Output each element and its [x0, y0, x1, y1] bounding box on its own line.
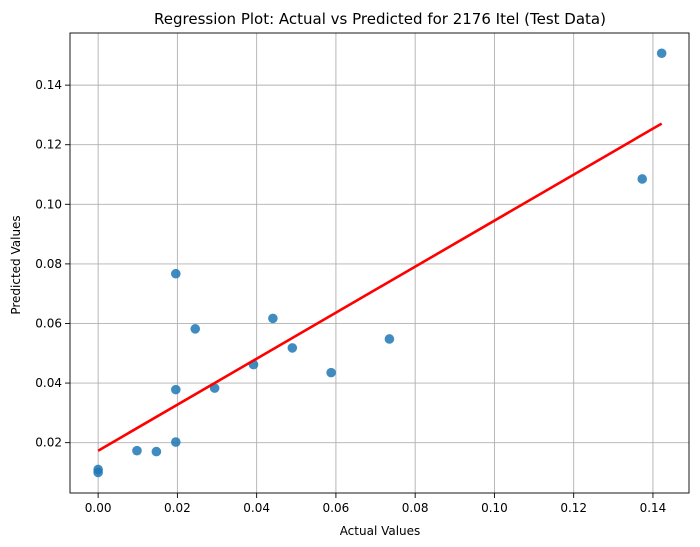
grid-lines — [70, 33, 689, 493]
x-tick-label: 0.04 — [243, 501, 270, 515]
chart-title: Regression Plot: Actual vs Predicted for… — [154, 10, 606, 28]
regression-line — [97, 122, 663, 452]
x-tick-label: 0.14 — [640, 501, 667, 515]
regression-line-group — [97, 122, 663, 452]
scatter-point — [287, 343, 298, 353]
y-axis-label: Predicted Values — [9, 215, 23, 314]
scatter-point — [637, 174, 648, 184]
x-tick-label: 0.02 — [164, 501, 191, 515]
scatter-point — [151, 446, 162, 457]
y-tick-label: 0.02 — [35, 436, 62, 450]
y-tick-label: 0.12 — [35, 138, 62, 152]
x-axis-ticks: 0.00 0.02 0.04 0.06 0.08 0.10 0.12 0.14 — [85, 493, 667, 515]
y-tick-label: 0.10 — [35, 197, 62, 211]
x-tick-label: 0.06 — [323, 501, 350, 515]
y-tick-label: 0.04 — [35, 376, 62, 390]
y-axis-ticks: 0.02 0.04 0.06 0.08 0.10 0.12 0.14 — [35, 78, 70, 450]
x-tick-label: 0.00 — [85, 501, 112, 515]
x-tick-label: 0.12 — [560, 501, 587, 515]
scatter-point — [268, 313, 278, 324]
scatter-point — [171, 437, 181, 447]
x-tick-label: 0.10 — [481, 501, 508, 515]
scatter-point — [132, 445, 142, 456]
plot-frame — [69, 32, 690, 494]
scatter-point — [384, 334, 395, 344]
scatter-point — [93, 467, 103, 478]
scatter-point — [171, 268, 181, 279]
scatter-point — [326, 367, 336, 378]
scatter-point — [171, 384, 181, 395]
y-tick-label: 0.08 — [35, 257, 62, 271]
x-tick-label: 0.08 — [402, 501, 429, 515]
scatter-point — [190, 324, 201, 334]
y-tick-label: 0.06 — [35, 316, 62, 330]
y-tick-label: 0.14 — [35, 78, 62, 92]
x-axis-label: Actual Values — [340, 524, 421, 538]
scatter-points — [93, 48, 667, 478]
scatter-point — [656, 48, 667, 59]
